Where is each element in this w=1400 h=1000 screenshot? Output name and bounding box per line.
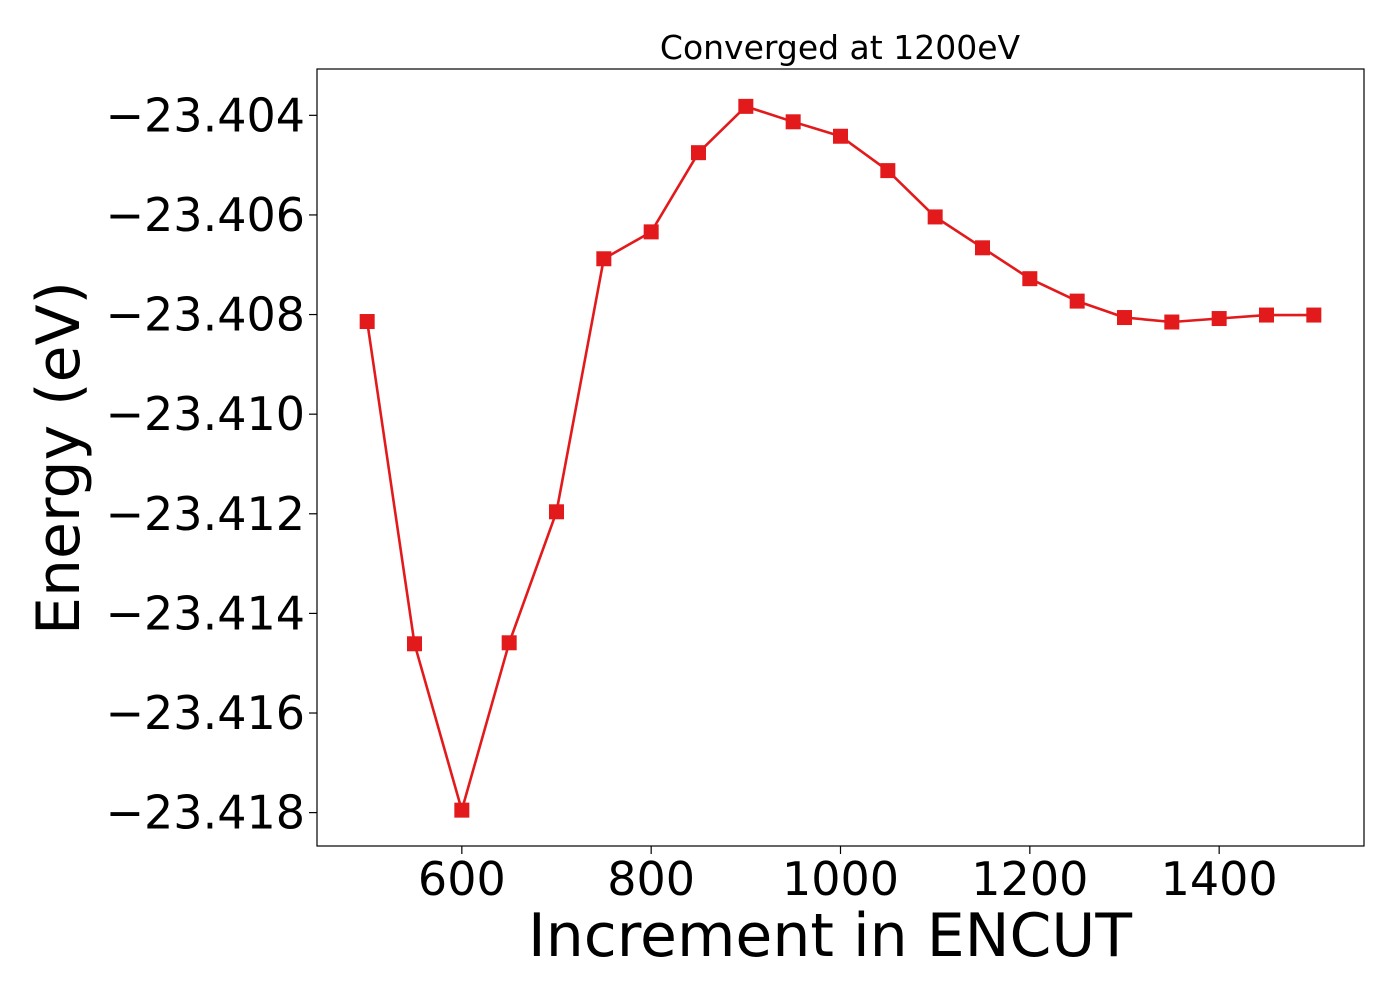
data-point [1211, 311, 1227, 327]
x-tick-label: 800 [607, 852, 695, 906]
data-point [643, 224, 659, 240]
data-point [833, 128, 848, 144]
y-tick-label: −23.414 [106, 586, 306, 640]
data-point [785, 114, 801, 130]
data-point [407, 636, 423, 652]
data-point [501, 635, 517, 651]
data-point [691, 145, 707, 161]
plot-frame [316, 68, 1365, 847]
y-tick-label: −23.410 [106, 387, 306, 441]
data-point [359, 314, 375, 330]
data-point [880, 163, 896, 179]
series-group [359, 98, 1322, 818]
data-point [1258, 307, 1274, 323]
y-tick-label: −23.416 [106, 686, 306, 740]
data-point [1069, 293, 1085, 309]
y-tick-label: −23.412 [106, 487, 306, 541]
x-tick-label: 1400 [1161, 852, 1278, 906]
data-point [596, 251, 612, 267]
y-tick-label: −23.418 [106, 786, 306, 840]
y-axis-label: Energy (eV) [24, 281, 94, 635]
y-tick-label: −23.406 [106, 188, 306, 242]
data-point [974, 240, 990, 256]
data-point [454, 802, 470, 818]
data-point [549, 504, 565, 520]
y-tick-label: −23.408 [106, 288, 306, 342]
data-point [1022, 271, 1038, 287]
x-tick-label: 600 [418, 852, 506, 906]
x-axis: 600 800 1000 1200 1400 [418, 846, 1278, 906]
y-axis: −23.404 −23.406 −23.408 −23.410 −23.412 −23.4… [106, 88, 317, 840]
x-tick-label: 1000 [782, 852, 899, 906]
data-point [738, 98, 754, 114]
data-point [1164, 314, 1180, 330]
data-point [927, 209, 943, 225]
series-line [365, 105, 1314, 812]
data-point [1116, 310, 1132, 326]
x-tick-label: 1200 [971, 852, 1088, 906]
x-axis-label: Increment in ENCUT [528, 901, 1132, 971]
y-tick-label: −23.404 [106, 88, 306, 142]
data-point [1306, 307, 1322, 323]
chart-title: Converged at 1200eV [660, 28, 1021, 67]
